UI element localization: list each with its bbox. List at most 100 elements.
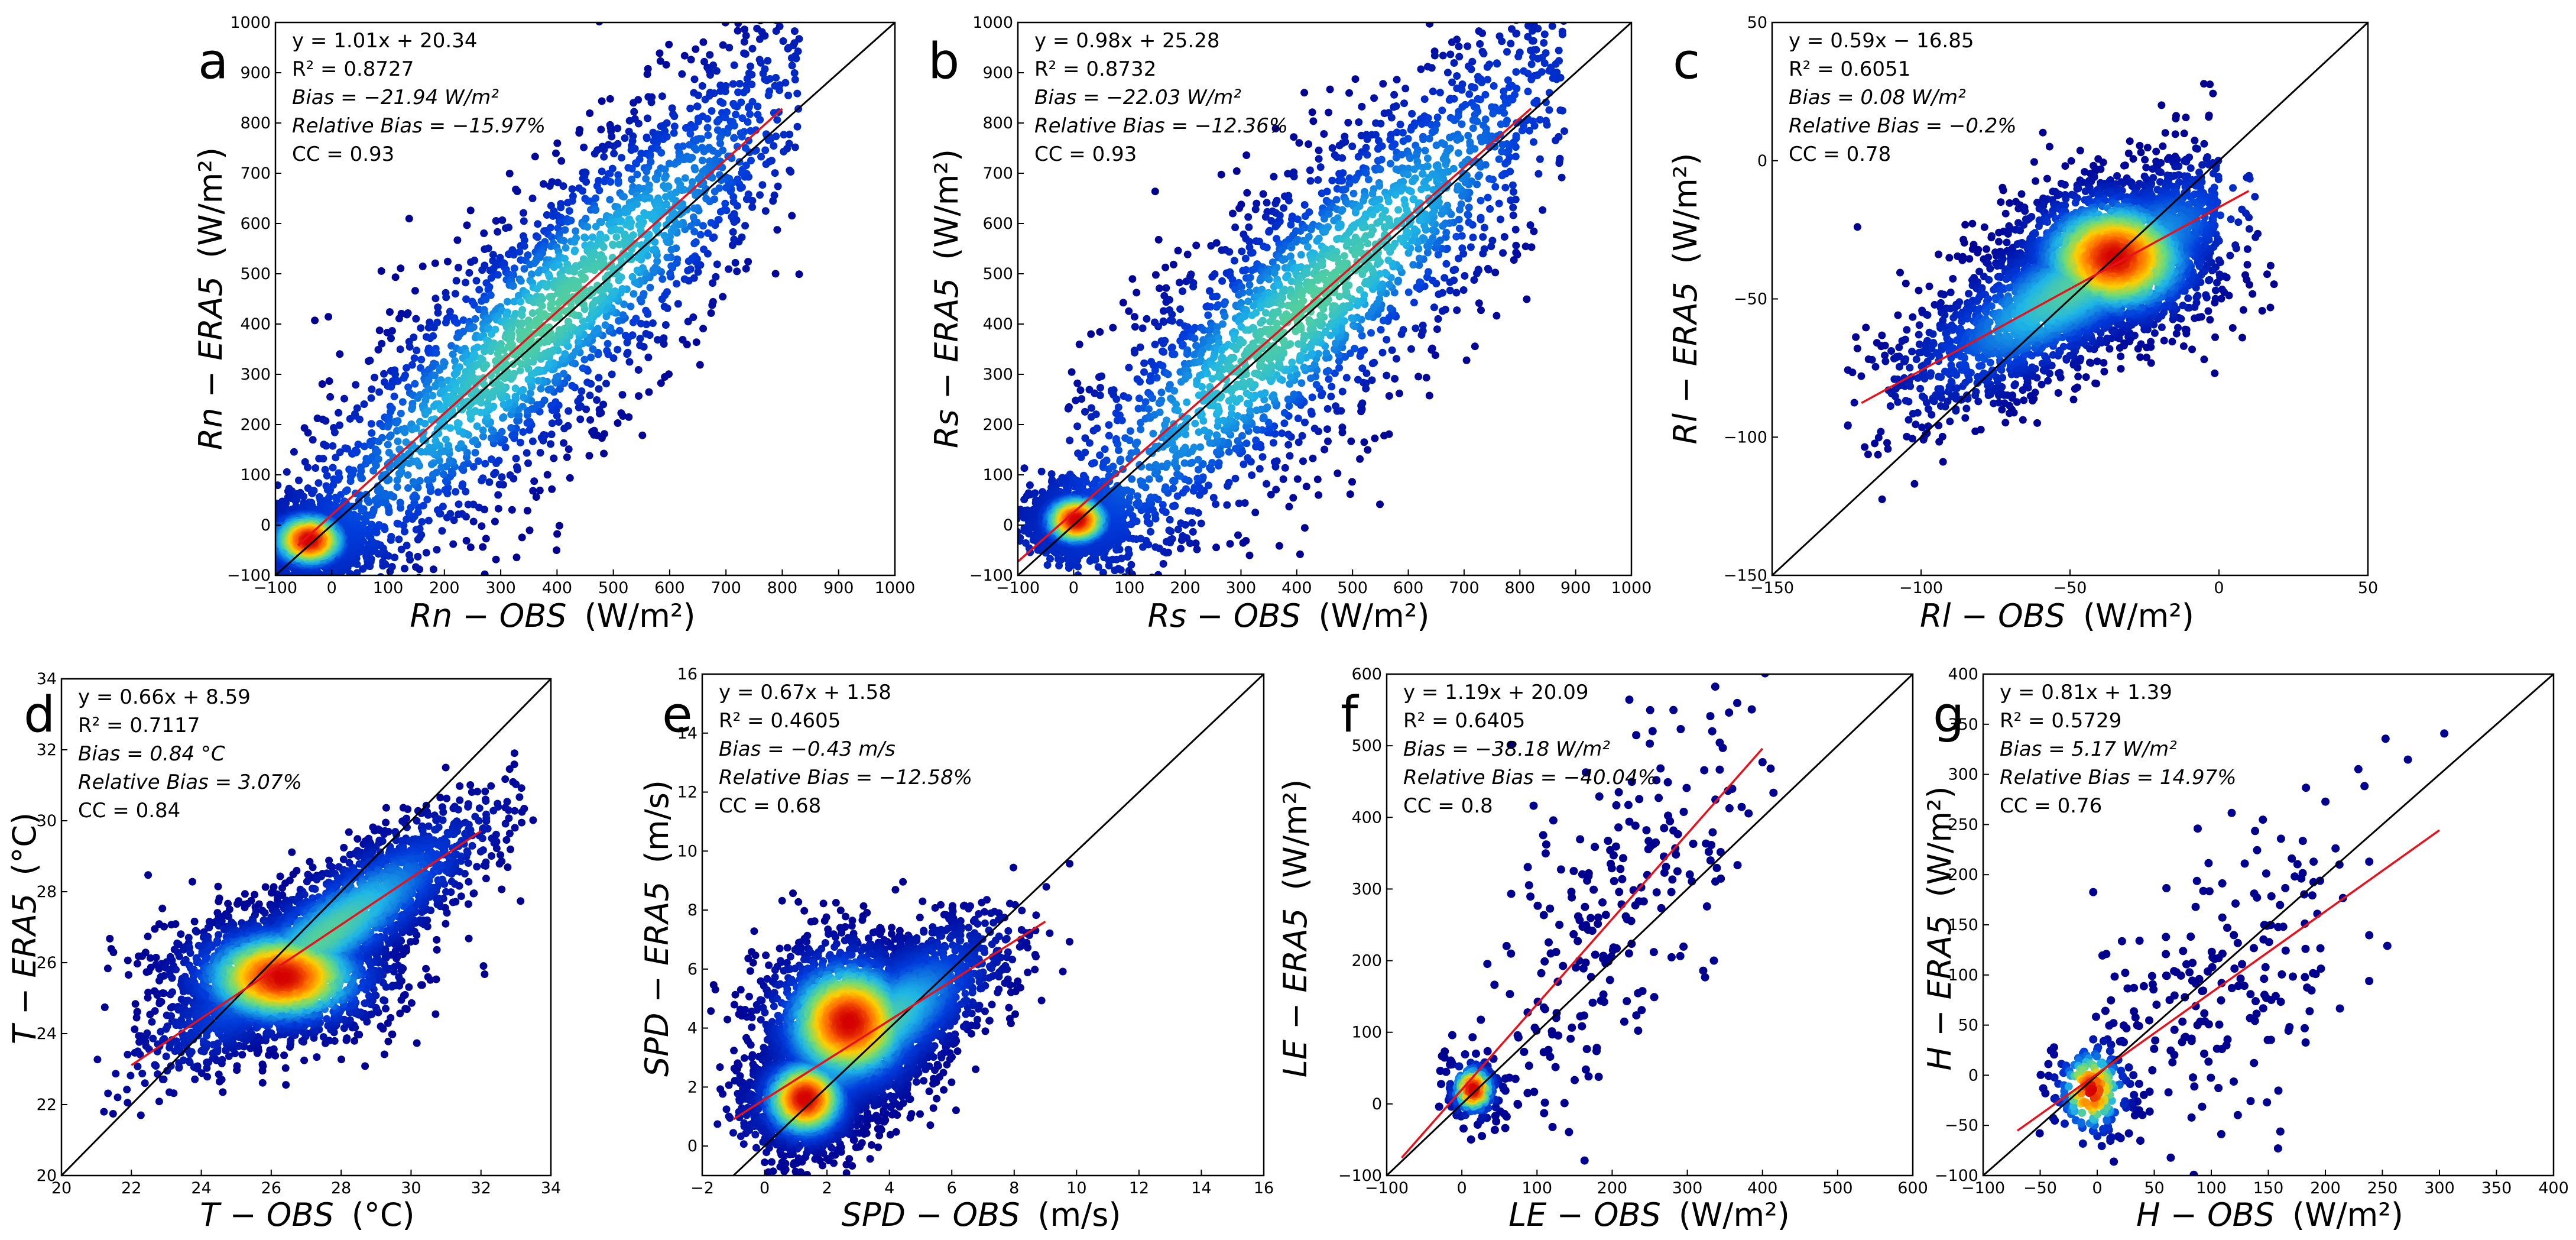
scatter-point bbox=[1072, 396, 1080, 404]
scatter-point bbox=[421, 419, 429, 428]
scatter-point bbox=[790, 69, 799, 77]
scatter-point bbox=[387, 533, 395, 541]
scatter-point bbox=[1383, 371, 1391, 380]
scatter-point bbox=[1131, 348, 1139, 357]
scatter-point bbox=[462, 536, 471, 545]
scatter-point bbox=[321, 465, 329, 474]
scatter-point bbox=[544, 386, 553, 394]
scatter-point bbox=[452, 488, 460, 496]
scatter-point bbox=[626, 222, 634, 231]
y-tick-label: 100 bbox=[240, 466, 271, 484]
scatter-point bbox=[508, 506, 516, 514]
scatter-point bbox=[704, 131, 712, 140]
scatter-point bbox=[1508, 181, 1517, 189]
scatter-point bbox=[1111, 566, 1119, 575]
scatter-point bbox=[325, 493, 333, 501]
scatter-point bbox=[661, 165, 669, 173]
scatter-point bbox=[536, 449, 544, 457]
scatter-point bbox=[529, 487, 537, 495]
scatter-point bbox=[414, 552, 422, 561]
scatter-point bbox=[615, 241, 624, 248]
scatter-point bbox=[776, 86, 784, 95]
scatter-point bbox=[554, 224, 562, 232]
scatter-point bbox=[665, 40, 673, 48]
scatter-point bbox=[636, 335, 644, 343]
scatter-point bbox=[600, 177, 608, 186]
scatter-point bbox=[592, 242, 600, 250]
scatter-point bbox=[712, 67, 721, 75]
scatter-point bbox=[1435, 290, 1443, 299]
scatter-point bbox=[1358, 102, 1366, 111]
scatter-point bbox=[1208, 273, 1216, 281]
scatter-point bbox=[1139, 543, 1147, 551]
scatter-point bbox=[1136, 343, 1144, 351]
scatter-point bbox=[714, 216, 722, 224]
scatter-point bbox=[540, 180, 547, 188]
scatter-point bbox=[433, 468, 441, 477]
scatter-point bbox=[1534, 170, 1543, 178]
scatter-point bbox=[598, 97, 606, 105]
scatter-point bbox=[568, 381, 576, 390]
scatter-point bbox=[516, 438, 524, 446]
scatter-point bbox=[473, 422, 481, 430]
scatter-point bbox=[721, 22, 729, 27]
scatter-point bbox=[368, 385, 376, 393]
scatter-point bbox=[353, 404, 361, 412]
scatter-point bbox=[1305, 140, 1313, 148]
scatter-point bbox=[1239, 539, 1247, 547]
scatter-point bbox=[1395, 389, 1403, 397]
scatter-point bbox=[772, 27, 780, 35]
scatter-point bbox=[377, 267, 385, 275]
scatter-point bbox=[557, 203, 565, 212]
scatter-point bbox=[1370, 94, 1378, 102]
scatter-point bbox=[374, 448, 382, 456]
scatter-point bbox=[779, 37, 787, 45]
scatter-point bbox=[312, 464, 320, 472]
scatter-point bbox=[367, 394, 375, 402]
scatter-point bbox=[492, 217, 500, 225]
scatter-point bbox=[587, 353, 595, 361]
scatter-point bbox=[423, 496, 432, 504]
scatter-point bbox=[1299, 457, 1307, 465]
scatter-point bbox=[372, 461, 380, 470]
scatter-point bbox=[586, 391, 594, 400]
scatter-point bbox=[374, 345, 382, 354]
scatter-point bbox=[1151, 341, 1159, 349]
scatter-point bbox=[1464, 42, 1472, 50]
scatter-point bbox=[534, 268, 543, 277]
scatter-point bbox=[1245, 238, 1254, 246]
scatter-point bbox=[1251, 509, 1260, 517]
scatter-point bbox=[693, 102, 702, 111]
scatter-point bbox=[1098, 372, 1106, 380]
scatter-point bbox=[1206, 287, 1214, 295]
scatter-point bbox=[1306, 177, 1315, 185]
scatter-point bbox=[523, 449, 531, 457]
scatter-point bbox=[700, 245, 708, 254]
scatter-point bbox=[1461, 272, 1469, 280]
scatter-point bbox=[463, 351, 472, 359]
scatter-point bbox=[1087, 404, 1095, 412]
scatter-point bbox=[434, 303, 442, 312]
scatter-point bbox=[379, 498, 387, 507]
scatter-point bbox=[1552, 137, 1560, 144]
scatter-point bbox=[401, 428, 409, 436]
scatter-point bbox=[1087, 330, 1095, 338]
scatter-point bbox=[614, 124, 622, 132]
scatter-point bbox=[615, 317, 622, 325]
scatter-point bbox=[394, 417, 402, 425]
scatter-point bbox=[1081, 407, 1089, 416]
scatter-point bbox=[1315, 155, 1323, 163]
scatter-point bbox=[721, 88, 729, 96]
scatter-point bbox=[424, 516, 433, 525]
scatter-point bbox=[1047, 470, 1056, 478]
scatter-point bbox=[1528, 27, 1536, 35]
scatter-point bbox=[1298, 432, 1306, 440]
scatter-point bbox=[304, 463, 312, 471]
scatter-point bbox=[686, 129, 695, 138]
scatter-point bbox=[533, 284, 541, 293]
scatter-point bbox=[1364, 446, 1372, 454]
scatter-point bbox=[644, 114, 651, 122]
scatter-point bbox=[505, 170, 514, 177]
scatter-point bbox=[689, 313, 697, 321]
scatter-point bbox=[583, 378, 592, 387]
